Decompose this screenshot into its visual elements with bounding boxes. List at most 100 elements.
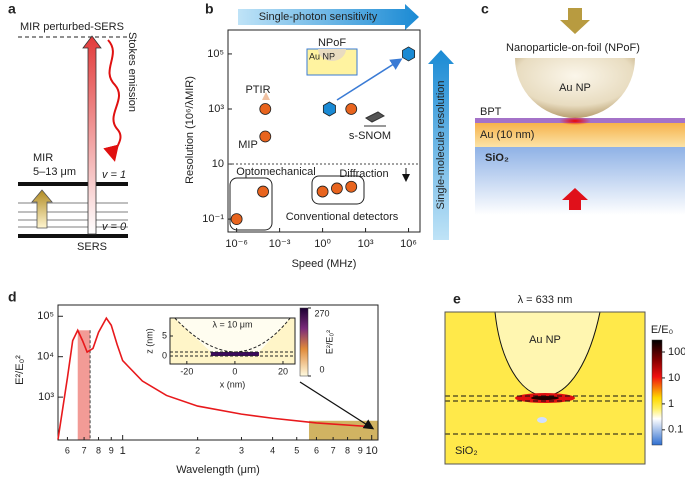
diagram-title: Nanoparticle-on-foil (NPoF) — [506, 42, 640, 54]
map-frame — [444, 311, 646, 465]
x-tick-label: 7 — [331, 445, 336, 455]
excitation-arrow — [82, 35, 102, 235]
hotspot-core — [531, 396, 559, 400]
x-tick-label: 5 — [294, 445, 299, 455]
improvement-arrow — [336, 58, 403, 101]
layer-label: BPT — [480, 106, 502, 118]
annotation: Single-photon sensitivity — [259, 11, 378, 23]
particle-label: Au NP — [529, 334, 561, 346]
ptir-tip — [262, 92, 270, 100]
inset-particle — [174, 318, 291, 352]
inset-outline — [174, 317, 291, 353]
colorbar — [651, 339, 663, 446]
panel-b-decor — [229, 4, 454, 240]
x-axis-label: Wavelength (μm) — [176, 464, 260, 476]
x-tick-label: 8 — [96, 445, 101, 455]
layer-label: SiO₂ — [485, 152, 509, 164]
panel-label: b — [205, 1, 214, 17]
colorbar-tick-label: 270 — [314, 308, 329, 318]
y-tick-label: 10³ — [208, 103, 224, 115]
x-tick-label: 10⁰ — [314, 238, 331, 250]
x-tick-label: 10⁶ — [400, 238, 417, 250]
au-np — [515, 58, 635, 118]
hexagon-marker — [322, 101, 336, 117]
y-tick-label: 10⁻¹ — [202, 213, 224, 225]
annotation: Single-molecule resolution — [435, 80, 447, 209]
colorbar-tick-label: 0 — [319, 364, 324, 374]
process-label: SERS — [77, 241, 107, 253]
emission-label: Stokes emission — [126, 32, 138, 112]
annotation: NPoF — [318, 37, 346, 49]
excitation-label: MIR — [33, 152, 53, 164]
y-tick-label: 10³ — [38, 391, 54, 403]
annotation: Diffraction — [339, 168, 388, 180]
x-tick-label: 4 — [270, 445, 275, 455]
inset-arrow — [299, 381, 375, 430]
colorbar-label: E²/E₀² — [324, 330, 334, 354]
colorbar-tick-label: 100 — [668, 346, 685, 358]
colorbar-tick-label: 10 — [668, 372, 680, 384]
inset-colorbar — [299, 307, 309, 377]
circle-marker — [230, 213, 243, 226]
x-tick-label: 9 — [109, 445, 114, 455]
highlight-band — [77, 330, 91, 440]
inset-x-tick-label: 0 — [232, 366, 237, 376]
colorbar-tick-label: 1 — [668, 398, 674, 410]
inset-y-label: z (nm) — [144, 328, 154, 354]
snom-tip — [364, 111, 386, 127]
circle-marker — [257, 185, 269, 198]
circle-marker — [331, 182, 343, 195]
annotation: s-SNOM — [349, 130, 391, 142]
colorbar-tick-label: 0.1 — [668, 424, 683, 436]
y-tick-label: 10⁵ — [37, 310, 54, 322]
emission-arrow — [562, 188, 588, 210]
circle-marker — [316, 185, 329, 198]
annotation: Conventional detectors — [286, 211, 399, 223]
x-tick-label: 6 — [314, 445, 319, 455]
x-tick-label: 9 — [358, 445, 363, 455]
level-label: MIR perturbed-SERS — [20, 21, 124, 33]
panel-label: e — [453, 291, 461, 307]
annotation: PTIR — [245, 84, 270, 96]
circle-marker — [259, 103, 272, 115]
panel-label: d — [8, 289, 17, 305]
circle-marker — [345, 180, 358, 193]
inset-title: λ = 10 μm — [213, 319, 253, 329]
inset-x-label: x (nm) — [220, 379, 246, 389]
layer-label: Au (10 nm) — [480, 129, 534, 141]
panel-c-diagram — [475, 8, 685, 215]
x-tick-label: 8 — [345, 445, 350, 455]
x-tick-label: 1 — [120, 445, 126, 457]
map-title: λ = 633 nm — [518, 294, 573, 306]
level-label: v = 0 — [102, 221, 127, 233]
cold-spot — [537, 417, 547, 423]
panel-label: a — [8, 1, 16, 17]
group-box — [229, 177, 273, 231]
y-tick-label: 10⁴ — [37, 351, 54, 363]
inset-gap — [210, 352, 259, 356]
x-axis-label: Speed (MHz) — [292, 258, 357, 270]
excitation-range: 5–13 μm — [33, 166, 76, 178]
panel-a-diagram — [18, 35, 128, 238]
plot-frame — [57, 304, 379, 441]
colorbar-label: E/E₀ — [651, 324, 673, 336]
x-tick-label: 10 — [366, 445, 378, 457]
particle-label: Au NP — [559, 82, 591, 94]
group-box — [311, 175, 365, 205]
inset-x-tick-label: 20 — [278, 366, 288, 376]
panel-e-map — [444, 311, 663, 465]
stokes-arrow — [103, 39, 122, 162]
hotspot — [559, 117, 591, 125]
au-film — [475, 123, 685, 147]
inset-x-tick-label: -20 — [180, 366, 193, 376]
x-tick-label: 2 — [195, 445, 200, 455]
speed-arrow — [238, 4, 419, 30]
x-tick-label: 10³ — [358, 238, 374, 250]
mir-arrow — [31, 189, 53, 229]
y-tick-label: 10⁵ — [207, 48, 224, 60]
circle-marker — [259, 130, 272, 143]
hexagon-marker — [402, 46, 416, 62]
substrate-label: SiO₂ — [455, 445, 478, 457]
y-axis-label: E²/E₀² — [14, 355, 26, 385]
